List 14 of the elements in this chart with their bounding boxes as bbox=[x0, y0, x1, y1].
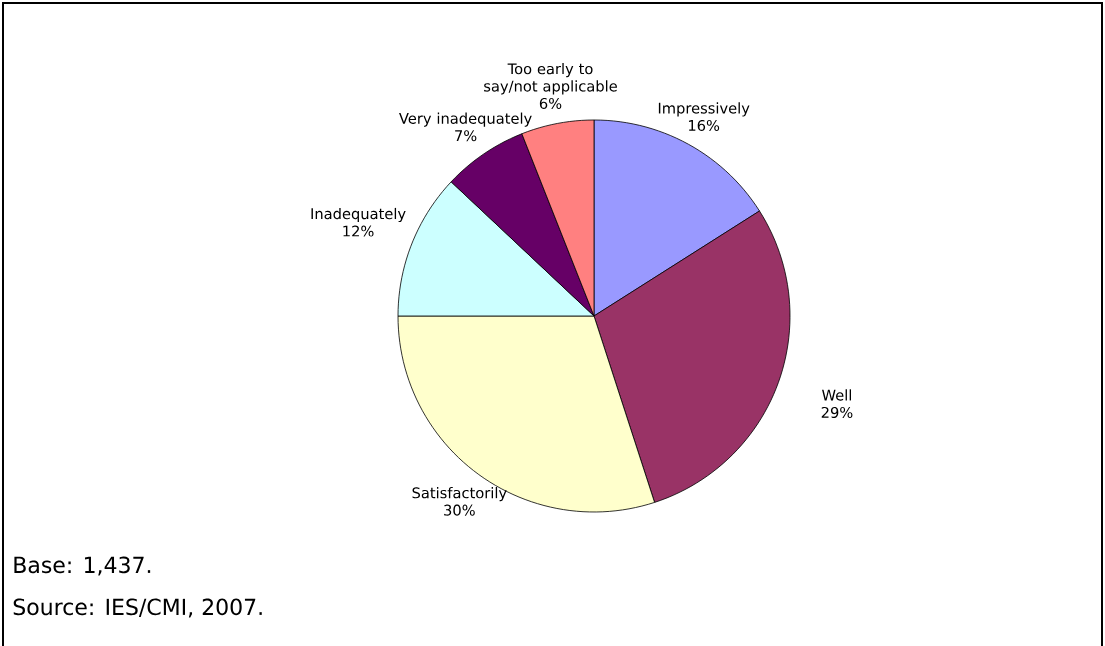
data-label: 6% bbox=[539, 97, 562, 109]
slice-label: Very inadequately bbox=[399, 112, 532, 127]
data-label: 12% bbox=[343, 225, 374, 237]
slice-label: Impressively bbox=[658, 102, 750, 117]
data-label: 16% bbox=[688, 119, 720, 131]
slice-label: Satisfactorily bbox=[412, 487, 507, 502]
slice-label: Inadequately bbox=[311, 207, 406, 223]
source-note: Source: IES/CMI, 2007. bbox=[13, 598, 262, 618]
data-label: 30% bbox=[444, 504, 475, 516]
slice-label: Well bbox=[822, 389, 852, 401]
slice-label: Too early to say/not applicable bbox=[484, 62, 617, 95]
data-label: 29% bbox=[821, 406, 853, 418]
text: Base: 1,437. bbox=[14, 556, 151, 576]
data-label: 7% bbox=[455, 130, 477, 142]
